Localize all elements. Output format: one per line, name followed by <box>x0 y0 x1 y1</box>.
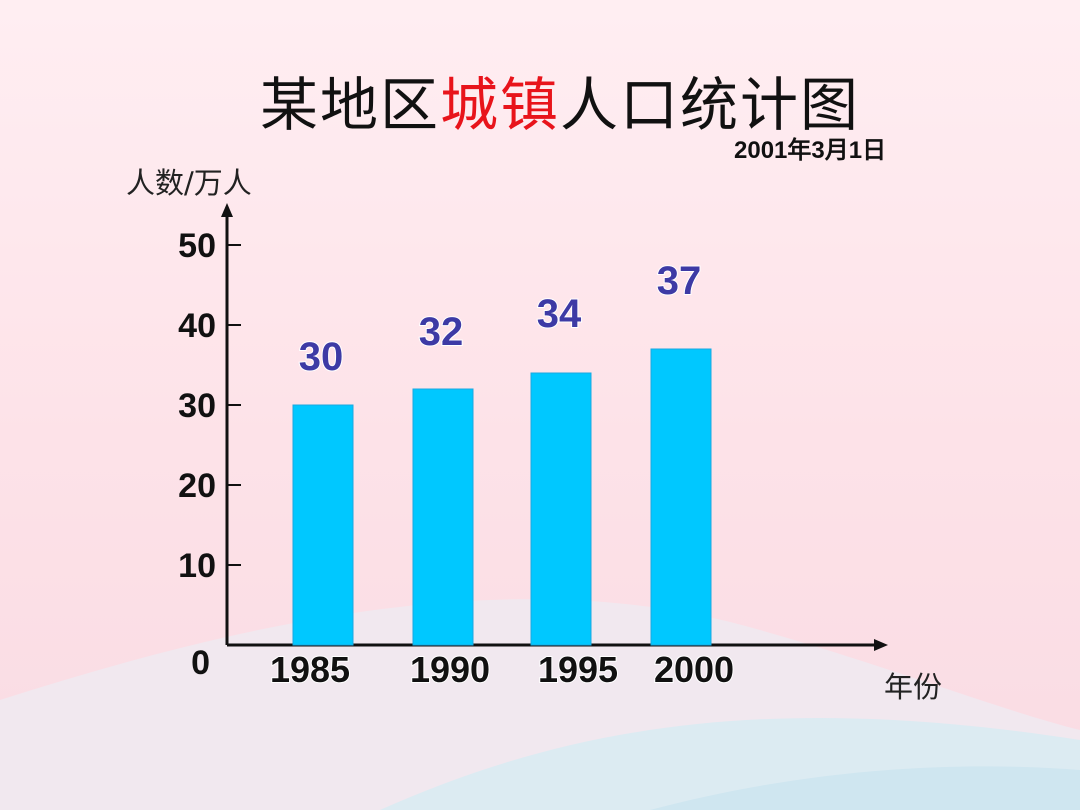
bar <box>292 404 354 646</box>
chart-date: 2001年3月1日 <box>734 137 887 164</box>
bar-value-label: 30 <box>299 335 344 379</box>
y-tick-label: 20 <box>178 467 216 505</box>
y-ticks: 0 10 20 30 40 50 <box>178 227 241 682</box>
y-tick-label: 30 <box>178 387 216 425</box>
y-tick-label: 0 <box>191 644 210 682</box>
bar-value-label: 32 <box>419 310 464 354</box>
x-category-label: 1990 <box>410 649 490 690</box>
bars <box>292 348 712 646</box>
chart-title: 某地区城镇人口统计图 <box>0 58 1080 142</box>
y-tick-label: 40 <box>178 307 216 345</box>
y-tick-label: 10 <box>178 547 216 585</box>
x-axis-arrow <box>874 639 888 651</box>
y-axis-arrow <box>221 203 233 217</box>
y-axis-label: 人数/万人 <box>126 166 252 200</box>
x-category-label: 1995 <box>538 649 618 690</box>
x-category-label: 2000 <box>654 649 734 690</box>
x-category-labels: 1985 1990 1995 2000 <box>269 648 735 691</box>
value-labels: 30 32 34 37 <box>298 258 703 380</box>
title-part-post: 人口统计图 <box>560 71 861 139</box>
x-axis-label: 年份 <box>884 670 943 704</box>
title-part-pre: 某地区 <box>259 71 440 139</box>
bar <box>530 372 592 646</box>
bar <box>650 348 712 646</box>
x-category-label: 1985 <box>270 649 350 690</box>
y-tick-label: 50 <box>178 227 216 265</box>
bar-value-label: 34 <box>537 292 582 336</box>
bar-value-label: 37 <box>657 259 702 303</box>
title-part-highlight: 城镇 <box>439 71 560 139</box>
bar <box>412 388 474 646</box>
